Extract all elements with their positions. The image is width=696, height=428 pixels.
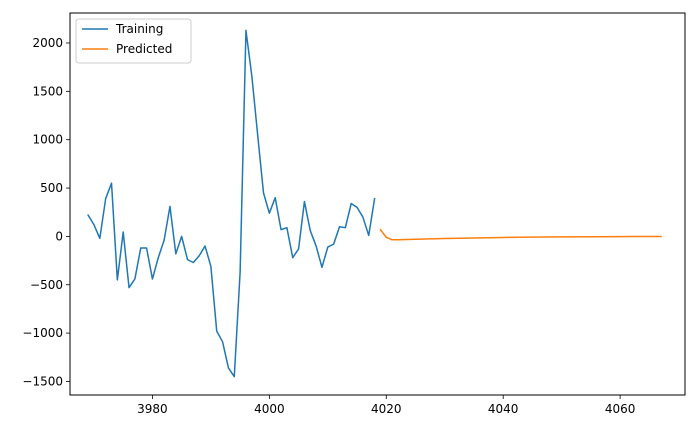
legend-label-training: Training (115, 22, 163, 36)
y-tick-label: −1500 (22, 374, 63, 388)
y-tick-label: 1000 (32, 133, 63, 147)
legend-label-predicted: Predicted (116, 42, 172, 56)
x-tick-label: 4020 (371, 402, 402, 416)
y-tick-label: −500 (30, 278, 63, 292)
y-tick-label: 500 (40, 181, 63, 195)
plot-frame (69, 12, 686, 396)
x-tick-label: 3980 (137, 402, 168, 416)
y-tick-label: 0 (55, 229, 63, 243)
series-line-predicted (379, 228, 662, 241)
legend: Training Predicted (75, 18, 192, 64)
y-axis: −1500 −1000 −500 0 500 1000 1500 2000 (22, 36, 70, 388)
y-tick-label: −1000 (22, 326, 63, 340)
y-tick-label: 2000 (32, 36, 63, 50)
legend-box (75, 18, 192, 64)
y-tick-label: 1500 (32, 84, 63, 98)
x-tick-label: 4000 (254, 402, 285, 416)
series-layer (87, 29, 662, 378)
series-line-training (87, 29, 376, 378)
x-tick-label: 4040 (488, 402, 519, 416)
x-axis: 3980 4000 4020 4040 4060 (137, 395, 635, 416)
x-tick-label: 4060 (605, 402, 636, 416)
